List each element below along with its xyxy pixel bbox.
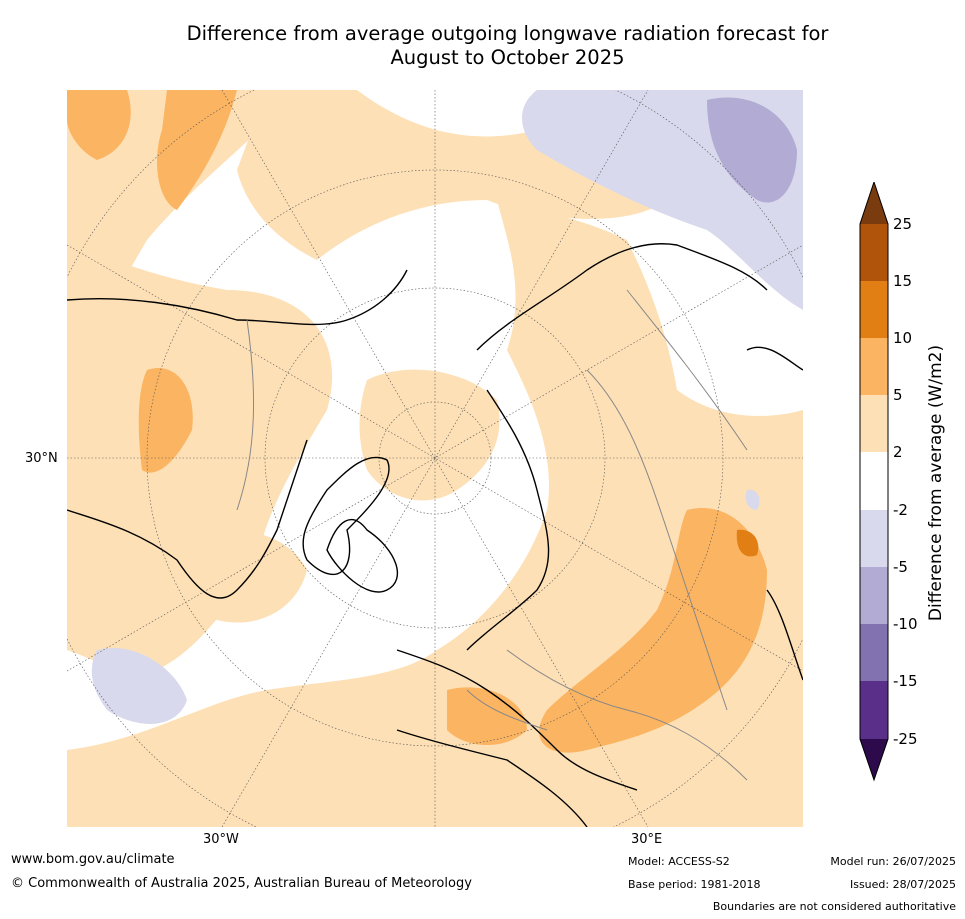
colorbar-band-10-15 xyxy=(860,281,888,338)
colorbar-band-m15-m10 xyxy=(860,624,888,681)
model-run-date: Model run: 26/07/2025 xyxy=(830,855,956,868)
colorbar-tick: 25 xyxy=(893,215,913,233)
coastlines xyxy=(67,243,803,827)
colorbar-band-m5-m2 xyxy=(860,510,888,567)
colorbar-band-m10-m5 xyxy=(860,567,888,624)
map-title: Difference from average outgoing longwav… xyxy=(0,22,965,70)
lon-label-30e: 30°E xyxy=(631,832,663,847)
lat-label-30n: 30°N xyxy=(25,451,58,466)
colorbar-tick: -2 xyxy=(893,501,908,519)
colorbar-band-2-5 xyxy=(860,395,888,452)
colorbar-tick: 15 xyxy=(893,272,913,290)
colorbar-label: Difference from average (W/m2) xyxy=(926,344,946,622)
model-name: Model: ACCESS-S2 xyxy=(628,855,730,868)
colorbar-tick: -10 xyxy=(893,615,918,633)
colorbar-tick: 2 xyxy=(893,443,903,461)
colorbar-tick: 5 xyxy=(893,386,903,404)
title-line-2: August to October 2025 xyxy=(390,46,625,69)
anomaly-fill xyxy=(67,90,803,827)
colorbar-tick: -5 xyxy=(893,558,908,576)
colorbar-band-m2-2 xyxy=(860,452,888,510)
boundaries-disclaimer: Boundaries are not considered authoritat… xyxy=(712,900,956,913)
lon-label-30w: 30°W xyxy=(203,832,239,847)
polar-stereographic-map xyxy=(67,90,803,827)
base-period: Base period: 1981-2018 xyxy=(628,878,761,891)
country-borders xyxy=(236,289,748,781)
copyright-text: © Commonwealth of Australia 2025, Austra… xyxy=(11,876,472,891)
colorbar-band-m25-m15 xyxy=(860,681,888,739)
colorbar-tick: -25 xyxy=(893,730,918,748)
colorbar-over-arrow xyxy=(860,182,888,224)
colorbar-under-arrow xyxy=(860,739,888,780)
colorbar-band-5-10 xyxy=(860,338,888,395)
colorbar xyxy=(859,180,889,782)
issued-date: Issued: 28/07/2025 xyxy=(849,878,956,891)
website-link[interactable]: www.bom.gov.au/climate xyxy=(11,852,175,867)
colorbar-tick: -15 xyxy=(893,672,918,690)
title-line-1: Difference from average outgoing longwav… xyxy=(186,22,829,45)
colorbar-band-15-25 xyxy=(860,224,888,281)
colorbar-tick: 10 xyxy=(893,329,913,347)
